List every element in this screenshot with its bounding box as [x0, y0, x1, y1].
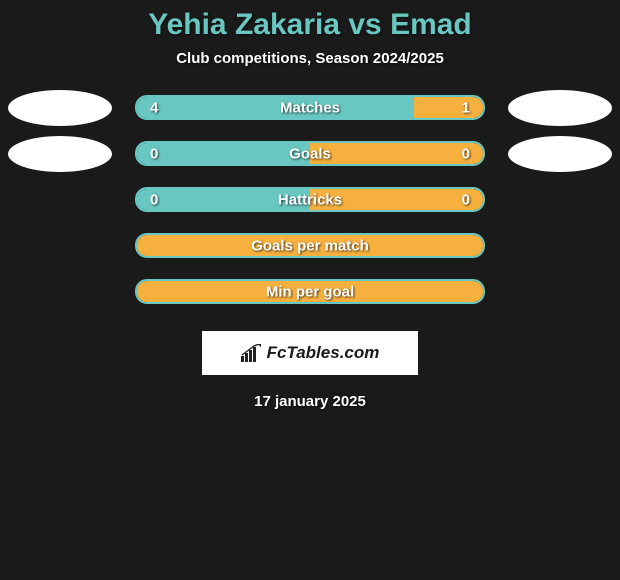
stat-value-right: 0	[462, 145, 470, 162]
brand-name: FcTables.com	[267, 343, 380, 363]
stat-label: Hattricks	[278, 191, 342, 208]
team-left-marker	[8, 90, 112, 126]
page-title: Yehia Zakaria vs Emad	[148, 8, 472, 42]
stat-row: Min per goal	[0, 279, 620, 304]
stat-row: 0 0 Goals	[0, 141, 620, 166]
stat-label: Min per goal	[266, 283, 354, 300]
stat-value-left: 0	[150, 191, 158, 208]
stat-bar-left	[137, 97, 414, 118]
stat-label: Goals	[289, 145, 331, 162]
stat-value-right: 0	[462, 191, 470, 208]
comparison-chart: Yehia Zakaria vs Emad Club competitions,…	[0, 0, 620, 410]
stat-rows-container: 4 1 Matches 0 0 Goals 0 0 Hattricks Goals per mat…	[0, 95, 620, 325]
stat-row: 4 1 Matches	[0, 95, 620, 120]
chart-icon	[241, 344, 263, 362]
team-right-marker	[508, 90, 612, 126]
team-left-marker	[8, 136, 112, 172]
stat-label: Matches	[280, 99, 340, 116]
stat-bar-right	[414, 97, 483, 118]
brand-logo: FcTables.com	[202, 331, 418, 375]
stat-value-right: 1	[462, 99, 470, 116]
stat-row: Goals per match	[0, 233, 620, 258]
stat-bar-left	[137, 143, 310, 164]
stat-label: Goals per match	[251, 237, 369, 254]
stat-value-left: 0	[150, 145, 158, 162]
stat-value-left: 4	[150, 99, 158, 116]
team-right-marker	[508, 136, 612, 172]
stat-row: 0 0 Hattricks	[0, 187, 620, 212]
chart-date: 17 january 2025	[254, 393, 366, 410]
stat-bar-right	[310, 143, 483, 164]
page-subtitle: Club competitions, Season 2024/2025	[176, 50, 444, 67]
